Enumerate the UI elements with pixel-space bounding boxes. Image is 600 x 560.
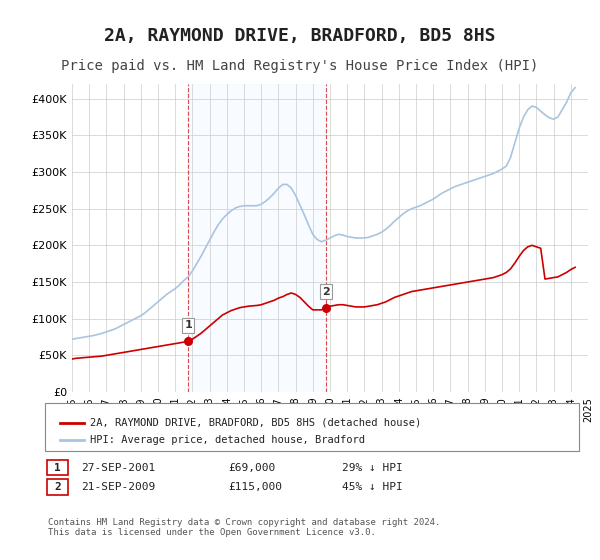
Text: 1: 1 — [54, 463, 61, 473]
Text: Price paid vs. HM Land Registry's House Price Index (HPI): Price paid vs. HM Land Registry's House … — [61, 59, 539, 73]
Text: 2A, RAYMOND DRIVE, BRADFORD, BD5 8HS (detached house): 2A, RAYMOND DRIVE, BRADFORD, BD5 8HS (de… — [90, 418, 421, 428]
Text: 2: 2 — [322, 287, 329, 297]
Text: 2A, RAYMOND DRIVE, BRADFORD, BD5 8HS: 2A, RAYMOND DRIVE, BRADFORD, BD5 8HS — [104, 27, 496, 45]
Text: 29% ↓ HPI: 29% ↓ HPI — [342, 463, 403, 473]
Text: 45% ↓ HPI: 45% ↓ HPI — [342, 482, 403, 492]
Text: £69,000: £69,000 — [228, 463, 275, 473]
Point — [321, 303, 331, 312]
Text: 27-SEP-2001: 27-SEP-2001 — [81, 463, 155, 473]
Text: £115,000: £115,000 — [228, 482, 282, 492]
Text: 21-SEP-2009: 21-SEP-2009 — [81, 482, 155, 492]
Text: HPI: Average price, detached house, Bradford: HPI: Average price, detached house, Brad… — [90, 435, 365, 445]
Text: Contains HM Land Registry data © Crown copyright and database right 2024.
This d: Contains HM Land Registry data © Crown c… — [48, 518, 440, 538]
Point — [183, 337, 193, 346]
Bar — [188, 84, 326, 392]
Text: 2: 2 — [54, 482, 61, 492]
Text: 1: 1 — [184, 320, 192, 330]
